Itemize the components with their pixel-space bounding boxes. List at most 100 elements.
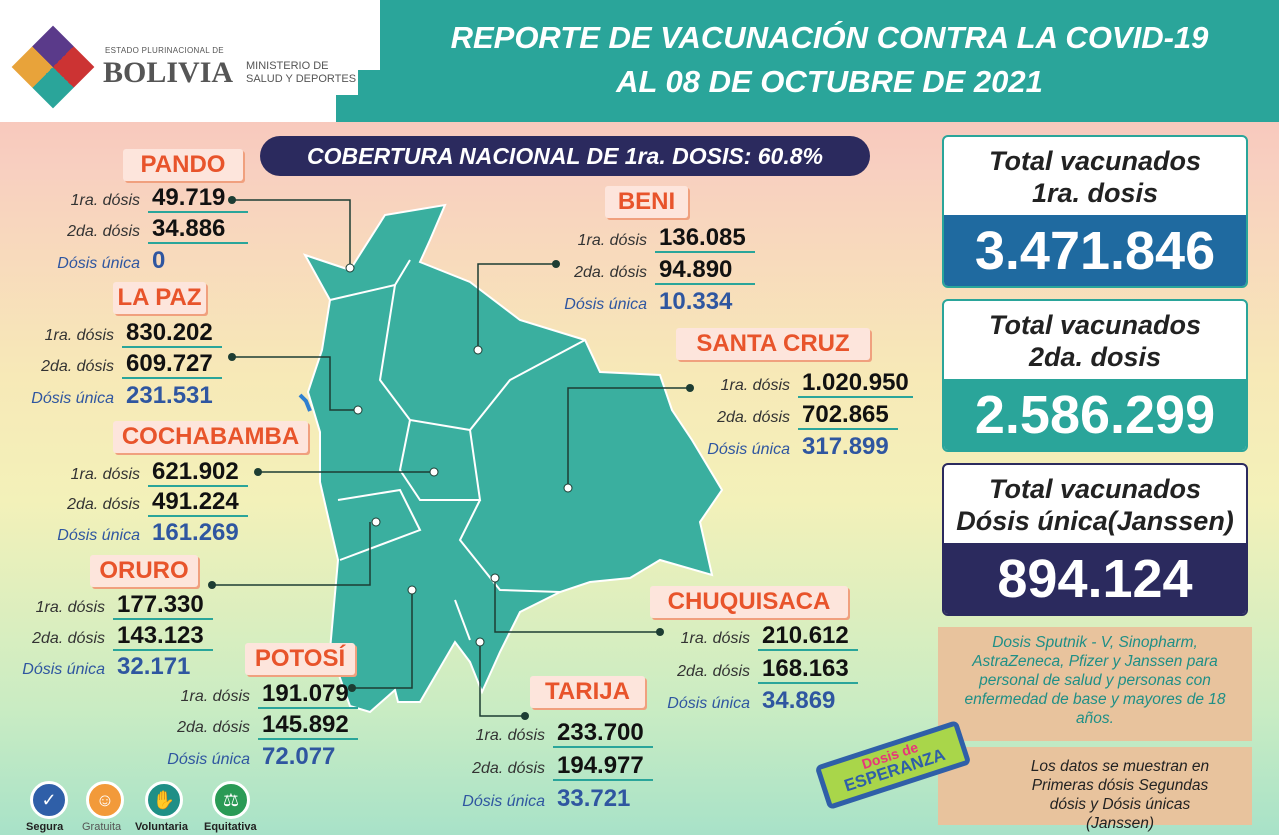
dept-title-chuquisaca: CHUQUISACA: [650, 586, 848, 618]
second-dose-label: 2da. dósis: [177, 719, 250, 736]
value-label: Voluntaria: [135, 821, 188, 833]
border-tarija: [454, 599, 471, 641]
connector-dots: [208, 196, 694, 720]
total-single-dose-card: Total vacunados Dósis única(Janssen) 894.…: [942, 463, 1248, 616]
potosi-second-dose: 145.892: [258, 711, 358, 740]
first-dose-label: 1ra. dósis: [680, 630, 750, 647]
border-chuquisaca: [458, 499, 561, 593]
scales-icon: ⚖: [212, 781, 250, 819]
dept-title-oruro: ORURO: [90, 555, 198, 587]
first-dose-label: 1ra. dósis: [44, 327, 114, 344]
tarija-first-dose: 233.700: [553, 719, 653, 748]
pando-second-dose: 34.886: [148, 215, 248, 244]
oruro-single-dose: 32.171: [117, 653, 191, 680]
cochabamba-single-dose: 161.269: [152, 519, 239, 546]
total-single-dose-value: 894.124: [944, 543, 1246, 614]
second-dose-label: 2da. dósis: [67, 223, 140, 240]
ministry-line-1: MINISTERIO DE: [246, 60, 329, 72]
card-caption: 1ra. dosis: [1031, 178, 1159, 208]
border-cochabamba: [398, 419, 482, 501]
total-second-dose-value: 2.586.299: [944, 379, 1246, 450]
dept-title-santa-cruz: SANTA CRUZ: [676, 328, 870, 360]
single-dose-label: Dósis única: [667, 695, 750, 712]
dept-title-pando: PANDO: [123, 149, 243, 181]
card-caption: 2da. dosis: [1028, 342, 1162, 372]
dept-title-potosi: POTOSÍ: [245, 643, 355, 675]
border-oruro: [337, 488, 422, 561]
report-date: AL 08 DE OCTUBRE DE 2021: [616, 64, 1043, 99]
value-label: Gratuita: [82, 821, 122, 833]
cochabamba-second-dose: 491.224: [148, 488, 248, 517]
lapaz-single-dose: 231.531: [126, 382, 213, 409]
vaccines-note: Dosis Sputnik - V, Sinopharm, AstraZenec…: [938, 627, 1252, 741]
pando-single-dose: 0: [152, 247, 166, 274]
value-label: Segura: [26, 821, 64, 833]
ministry-line-2: SALUD Y DEPORTES: [246, 73, 357, 85]
first-dose-label: 1ra. dósis: [180, 688, 250, 705]
chuquisaca-single-dose: 34.869: [762, 687, 836, 714]
beni-first-dose: 136.085: [655, 224, 755, 253]
tarija-single-dose: 33.721: [557, 785, 631, 812]
total-first-dose-value: 3.471.846: [944, 215, 1246, 286]
lake-titicaca: [298, 393, 312, 412]
border-beni: [378, 284, 586, 432]
chuquisaca-first-dose: 210.612: [758, 622, 858, 651]
report-title: REPORTE DE VACUNACIÓN CONTRA LA COVID-19: [450, 20, 1209, 55]
brand-bolivia: BOLIVIA: [103, 56, 234, 89]
first-dose-label: 1ra. dósis: [720, 377, 790, 394]
first-dose-label: 1ra. dósis: [577, 232, 647, 249]
dept-title-la-paz: LA PAZ: [113, 282, 206, 314]
first-dose-label: 1ra. dósis: [70, 466, 140, 483]
shield-icon: ✓: [30, 781, 68, 819]
data-note: Los datos se muestran en Primeras dósis …: [938, 747, 1252, 832]
oruro-first-dose: 177.330: [113, 591, 213, 620]
pando-first-dose: 49.719: [148, 184, 248, 213]
single-dose-label: Dósis única: [707, 441, 790, 458]
card-caption: Total vacunados: [988, 310, 1202, 340]
santacruz-second-dose: 702.865: [798, 401, 898, 430]
single-dose-label: Dósis única: [57, 255, 140, 272]
single-dose-label: Dósis única: [31, 390, 114, 407]
first-dose-label: 1ra. dósis: [35, 599, 105, 616]
total-second-dose-card: Total vacunados 2da. dosis 2.586.299: [942, 299, 1248, 452]
dept-title-beni: BENI: [605, 186, 688, 218]
lapaz-second-dose: 609.727: [122, 350, 222, 379]
cochabamba-first-dose: 621.902: [148, 458, 248, 487]
chuquisaca-second-dose: 168.163: [758, 655, 858, 684]
first-dose-label: 1ra. dósis: [70, 192, 140, 209]
santacruz-first-dose: 1.020.950: [798, 369, 913, 398]
second-dose-label: 2da. dósis: [32, 630, 105, 647]
total-first-dose-card: Total vacunados 1ra. dosis 3.471.846: [942, 135, 1248, 288]
dept-title-tarija: TARIJA: [530, 676, 645, 708]
first-dose-label: 1ra. dósis: [475, 727, 545, 744]
brand-small: ESTADO PLURINACIONAL DE: [105, 46, 224, 55]
value-label: Equitativa: [204, 821, 257, 833]
tarija-second-dose: 194.977: [553, 752, 653, 781]
connector-lines: [212, 199, 690, 717]
card-caption: Total vacunados: [988, 474, 1202, 504]
second-dose-label: 2da. dósis: [67, 496, 140, 513]
dept-title-cochabamba: COCHABAMBA: [113, 421, 308, 453]
raised-hand-icon: ✋: [145, 781, 183, 819]
ministry-name: MINISTERIO DE SALUD Y DEPORTES: [246, 60, 356, 86]
single-dose-label: Dósis única: [462, 793, 545, 810]
single-dose-label: Dósis única: [564, 296, 647, 313]
single-dose-label: Dósis única: [57, 527, 140, 544]
capital-markers: [345, 263, 573, 647]
smile-icon: ☺: [86, 781, 124, 819]
header-banner: [380, 0, 1279, 122]
second-dose-label: 2da. dósis: [41, 358, 114, 375]
oruro-second-dose: 143.123: [113, 622, 213, 651]
national-coverage-banner: COBERTURA NACIONAL DE 1ra. DOSIS: 60.8%: [260, 136, 870, 176]
potosi-first-dose: 191.079: [258, 680, 358, 709]
card-caption: Dósis única(Janssen): [956, 506, 1234, 536]
second-dose-label: 2da. dósis: [574, 264, 647, 281]
santacruz-single-dose: 317.899: [802, 433, 889, 460]
single-dose-label: Dósis única: [167, 751, 250, 768]
single-dose-label: Dósis única: [22, 661, 105, 678]
lapaz-first-dose: 830.202: [122, 319, 222, 348]
second-dose-label: 2da. dósis: [677, 663, 750, 680]
beni-second-dose: 94.890: [655, 256, 755, 285]
second-dose-label: 2da. dósis: [472, 760, 545, 777]
